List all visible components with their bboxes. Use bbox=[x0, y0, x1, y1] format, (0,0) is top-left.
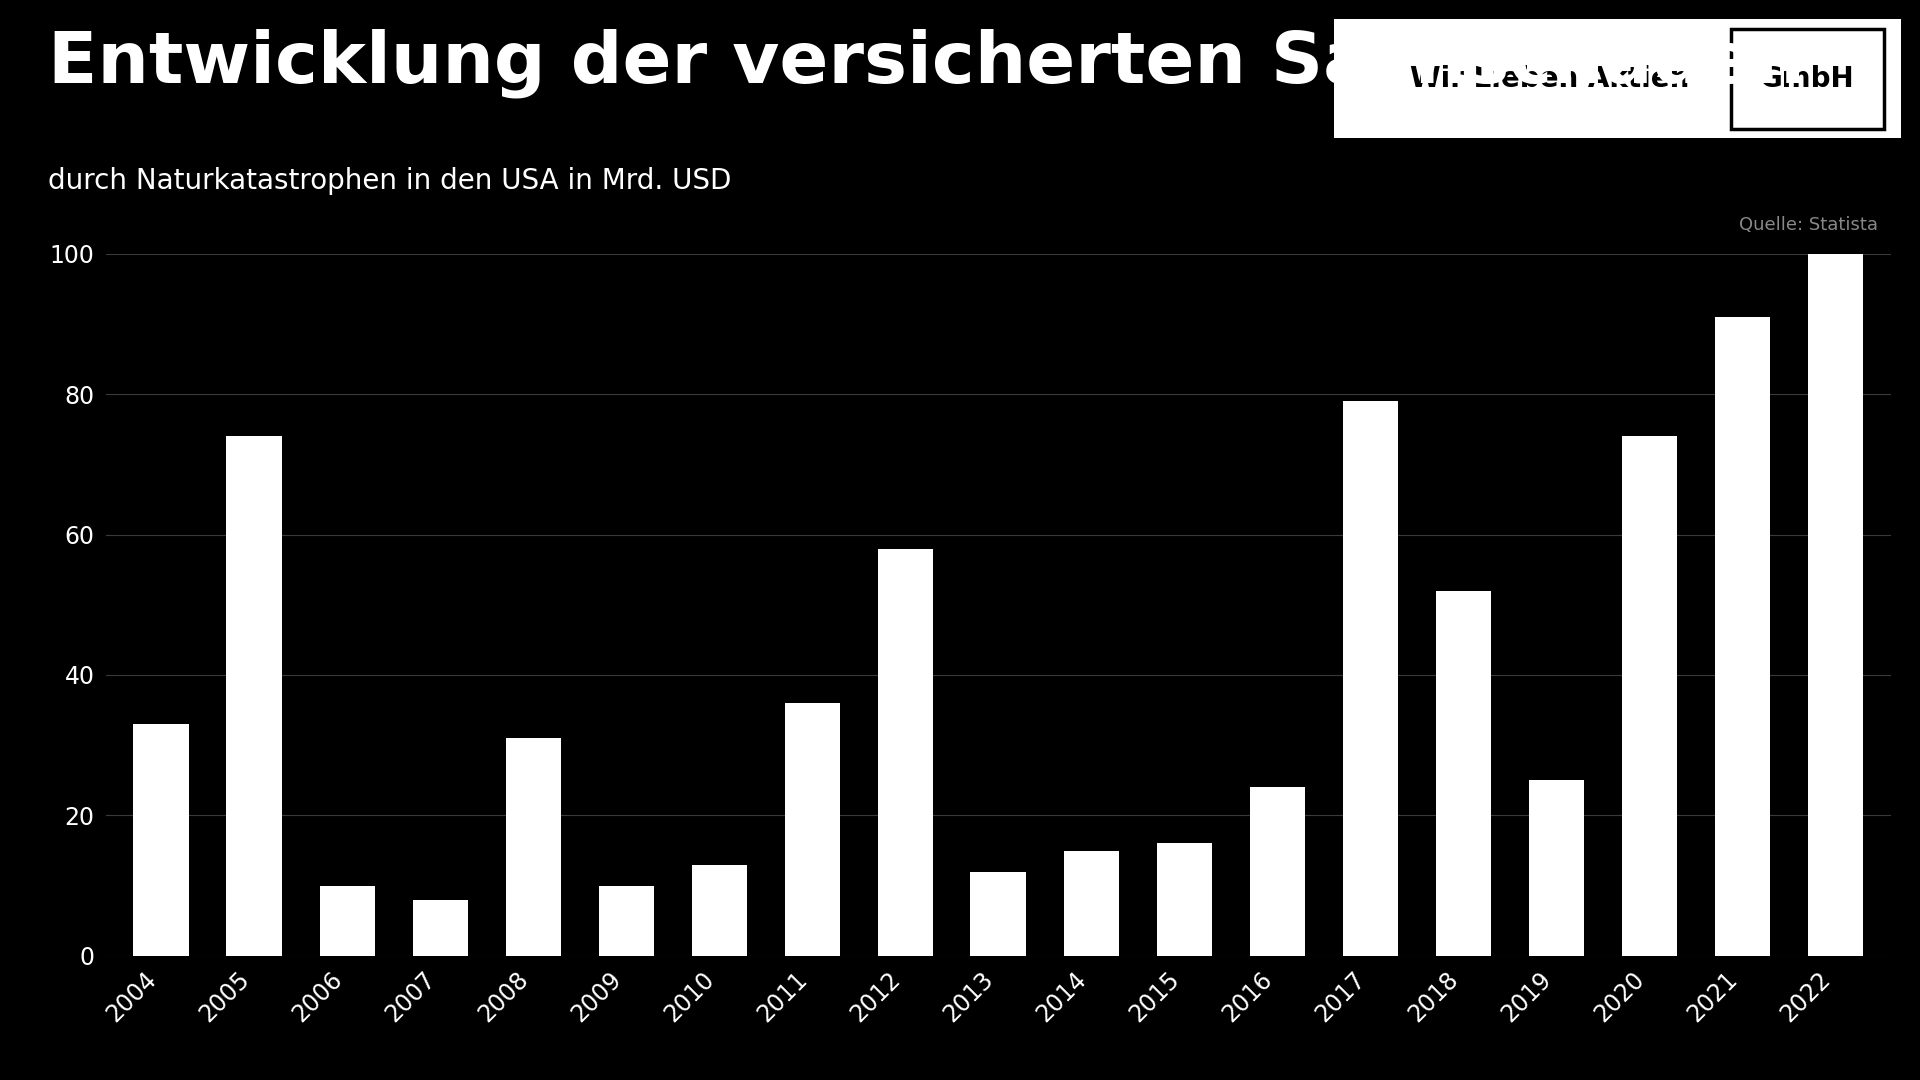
Text: Entwicklung der versicherten Sachschäden: Entwicklung der versicherten Sachschäden bbox=[48, 27, 1805, 97]
Bar bbox=[1342, 402, 1398, 956]
Bar bbox=[134, 724, 190, 956]
Bar bbox=[227, 436, 282, 956]
Bar bbox=[1715, 318, 1770, 956]
Bar bbox=[413, 900, 468, 956]
Bar bbox=[599, 886, 655, 956]
Text: durch Naturkatastrophen in den USA in Mrd. USD: durch Naturkatastrophen in den USA in Mr… bbox=[48, 167, 732, 195]
Bar bbox=[970, 872, 1027, 956]
Bar bbox=[877, 549, 933, 956]
Bar bbox=[505, 739, 561, 956]
FancyBboxPatch shape bbox=[1732, 29, 1884, 129]
Bar bbox=[1622, 436, 1678, 956]
Bar bbox=[1528, 780, 1584, 956]
Text: GmbH: GmbH bbox=[1761, 65, 1855, 93]
Bar bbox=[1807, 254, 1862, 956]
Bar bbox=[1064, 851, 1119, 956]
Text: Quelle: Statista: Quelle: Statista bbox=[1740, 216, 1878, 234]
Bar bbox=[785, 703, 841, 956]
Text: Wir Lieben Aktien: Wir Lieben Aktien bbox=[1409, 65, 1690, 93]
Bar bbox=[1250, 787, 1306, 956]
Bar bbox=[1436, 591, 1492, 956]
Bar bbox=[1156, 843, 1212, 956]
Bar bbox=[691, 864, 747, 956]
Bar bbox=[319, 886, 374, 956]
